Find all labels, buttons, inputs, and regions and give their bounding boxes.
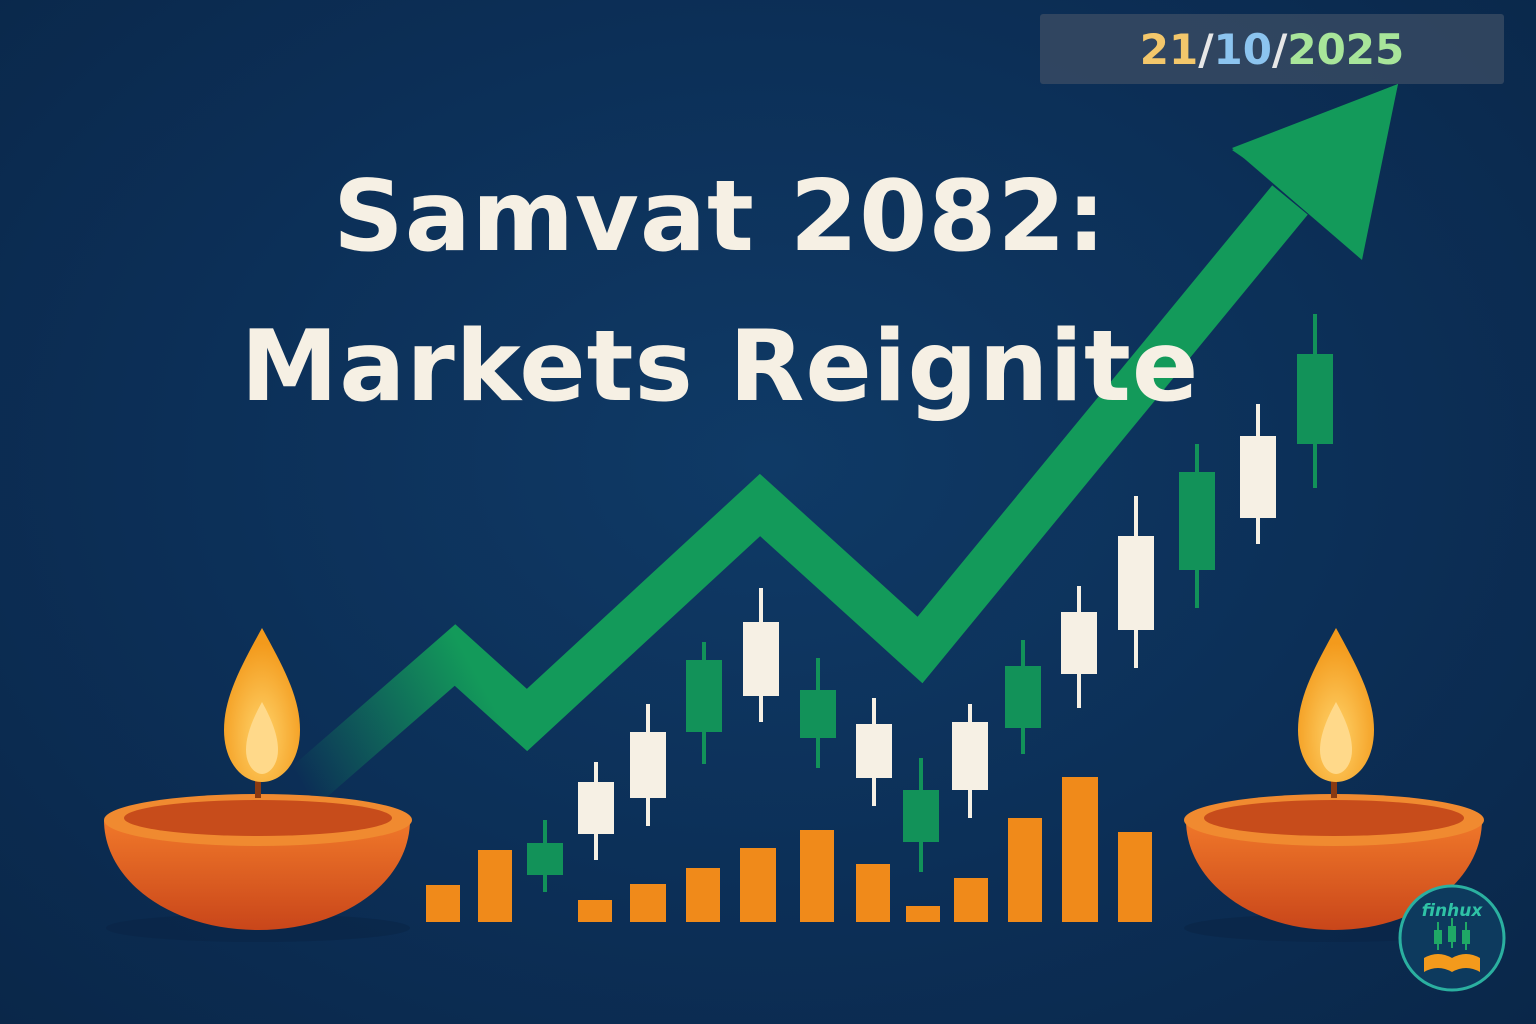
volume-bar: [426, 885, 460, 922]
volume-bar: [740, 848, 776, 922]
candlestick: [686, 642, 722, 764]
candlestick: [1179, 444, 1215, 608]
volume-bar: [856, 864, 890, 922]
headline-line-1: Samvat 2082:: [333, 160, 1107, 274]
volume-bar: [800, 830, 834, 922]
candlesticks: [527, 314, 1333, 892]
volume-bar: [906, 906, 940, 922]
volume-bar: [1118, 832, 1152, 922]
date-separator: /: [1272, 24, 1288, 74]
finhux-logo: finhux: [1398, 884, 1506, 992]
candlestick: [527, 820, 563, 892]
volume-bar: [1008, 818, 1042, 922]
candlestick: [743, 588, 779, 722]
candlestick: [903, 758, 939, 872]
date-day: 21: [1139, 24, 1199, 74]
candlestick: [1005, 640, 1041, 754]
candlestick: [1240, 404, 1276, 544]
candlestick: [1297, 314, 1333, 488]
candlestick: [856, 698, 892, 806]
candlestick: [1061, 586, 1097, 708]
volume-bars: [426, 777, 1152, 922]
volume-bar: [954, 878, 988, 922]
date-badge: 21 / 10 / 2025: [1040, 14, 1504, 84]
diya-lamp-right: [1184, 628, 1484, 942]
volume-bar: [478, 850, 512, 922]
headline-line-2: Markets Reignite: [240, 310, 1200, 424]
volume-bar: [686, 868, 720, 922]
logo-text: finhux: [1422, 901, 1484, 921]
candlestick: [630, 704, 666, 826]
candlestick: [952, 704, 988, 818]
trend-arrow: [284, 84, 1398, 808]
date-year: 2025: [1287, 24, 1405, 74]
date-month: 10: [1213, 24, 1272, 74]
candlestick: [1118, 496, 1154, 668]
diya-lamp-left: [104, 628, 412, 942]
volume-bar: [578, 900, 612, 922]
volume-bar: [1062, 777, 1098, 922]
candlestick: [578, 762, 614, 860]
candlestick-book-icon: [1424, 918, 1480, 972]
date-separator: /: [1198, 24, 1214, 74]
volume-bar: [630, 884, 666, 922]
candlestick: [800, 658, 836, 768]
